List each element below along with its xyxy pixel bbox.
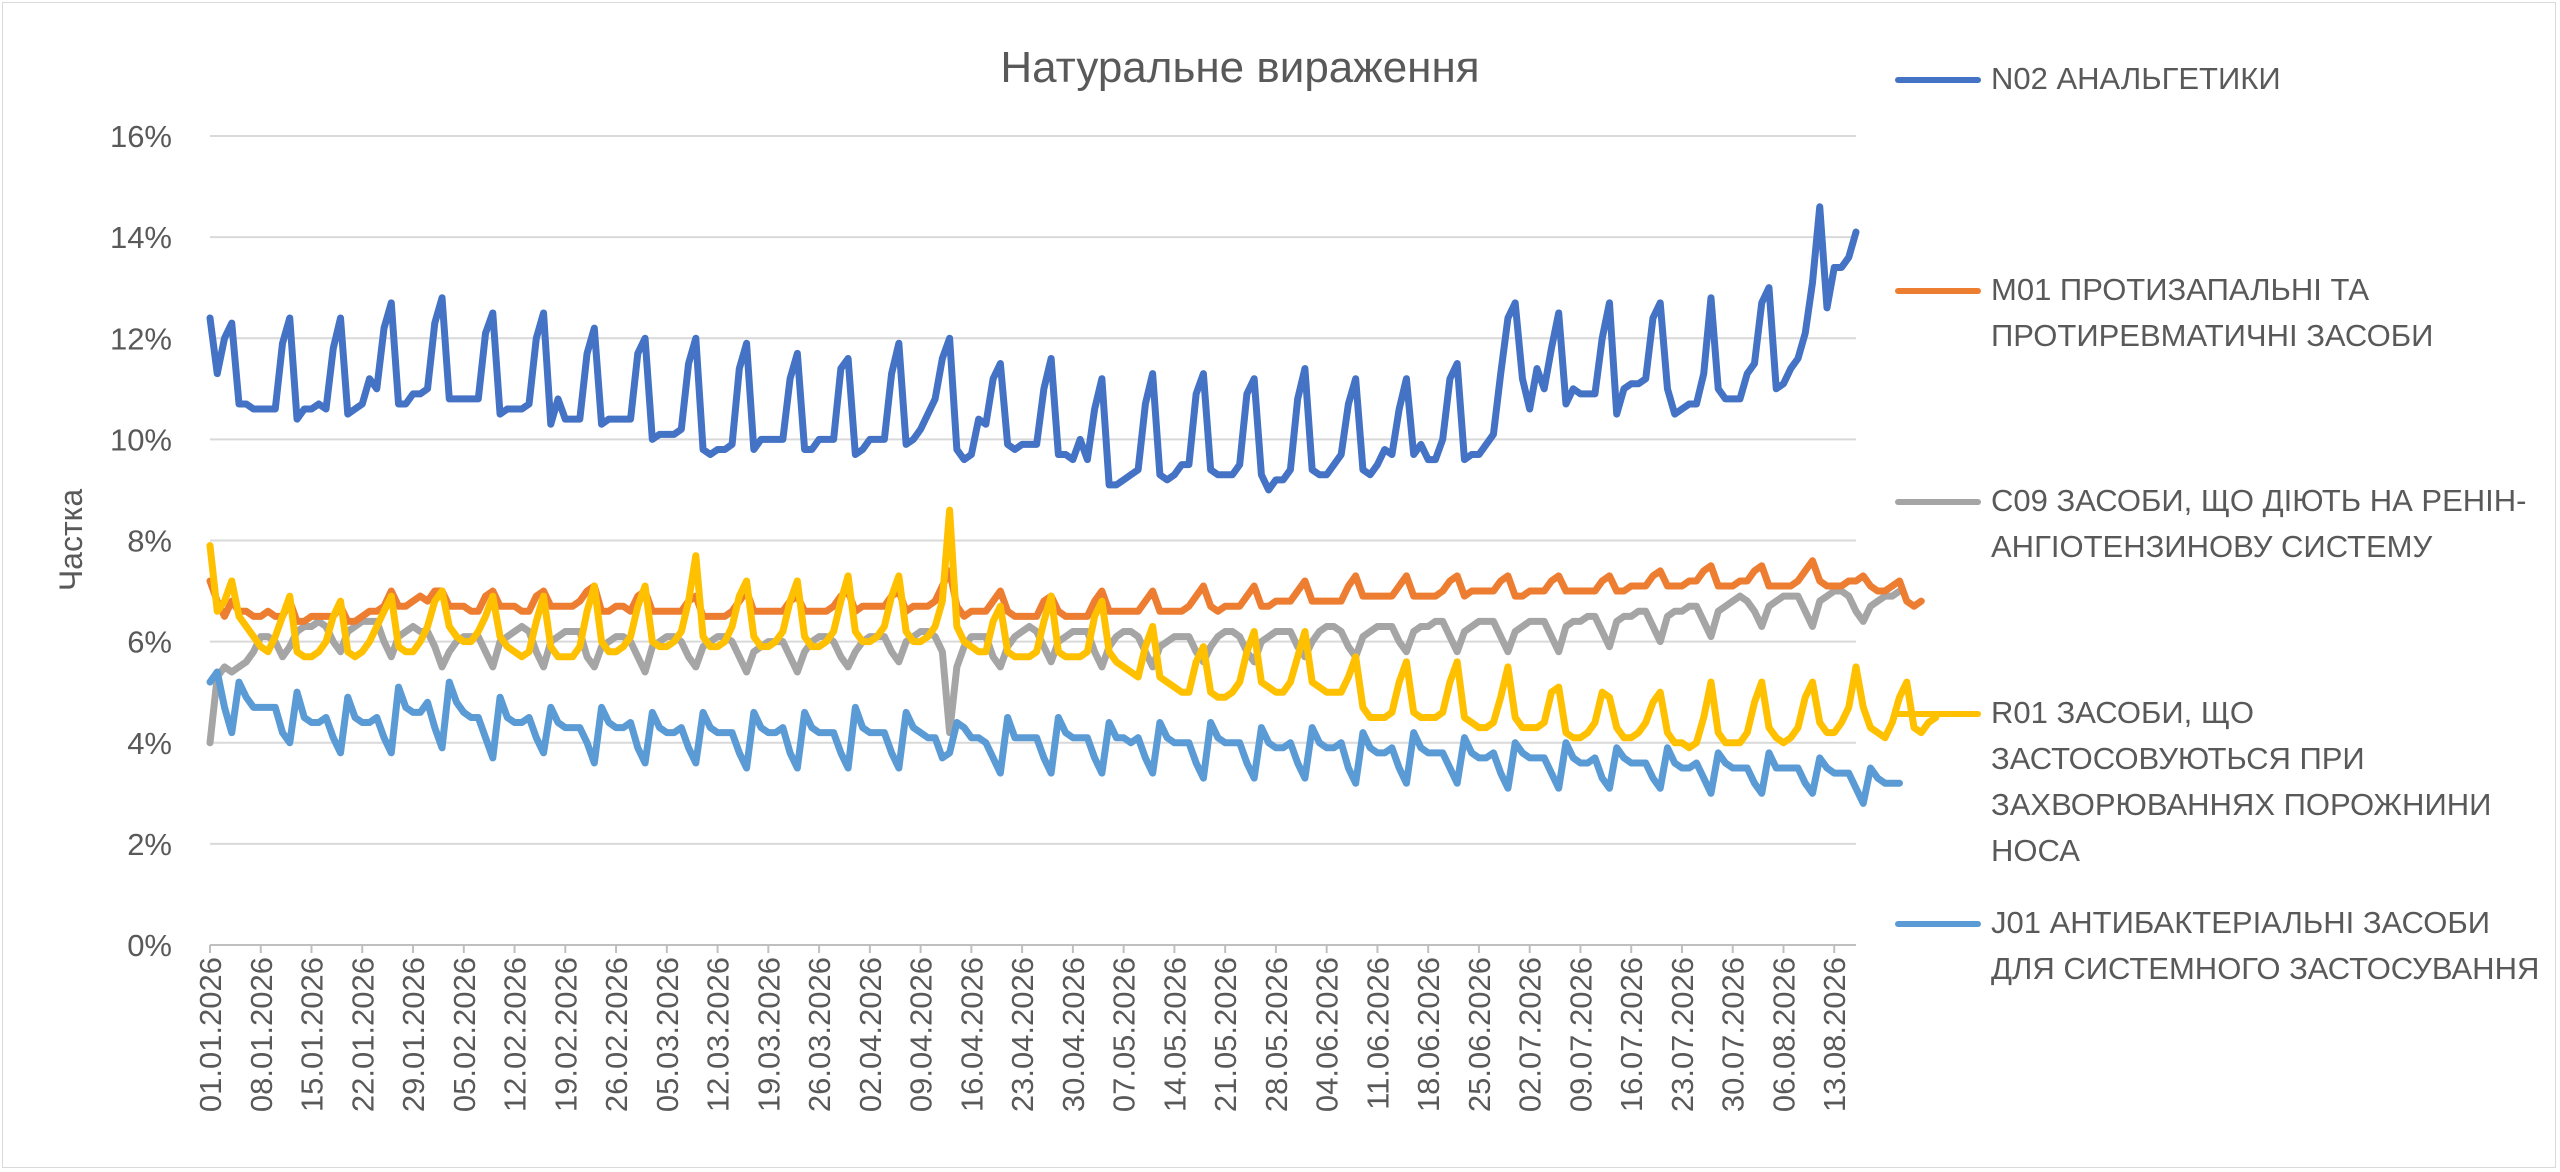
series-line-j01 xyxy=(206,668,1904,807)
x-tick-label: 19.03.2026 xyxy=(751,957,786,1112)
x-tick-label: 16.07.2026 xyxy=(1614,957,1649,1112)
x-tick-label: 02.07.2026 xyxy=(1513,957,1548,1112)
x-tick-label: 09.07.2026 xyxy=(1563,957,1598,1112)
x-tick-label: 21.05.2026 xyxy=(1208,957,1243,1112)
y-tick-label: 16% xyxy=(110,119,172,154)
y-axis-ticks: 0% 2% 4% 6% 8% 10% 12% 14% 16% xyxy=(110,119,172,963)
y-tick-label: 2% xyxy=(127,827,172,862)
y-tick-label: 4% xyxy=(127,726,172,761)
x-tick-label: 12.02.2026 xyxy=(498,957,533,1112)
series-line-r01 xyxy=(206,506,1940,752)
legend-item-r01[interactable]: R01 ЗАСОБИ, ЩО ЗАСТОСОВУЮТЬСЯ ПРИ ЗАХВОР… xyxy=(1895,690,2551,874)
x-tick-label: 19.02.2026 xyxy=(548,957,583,1112)
x-tick-label: 04.06.2026 xyxy=(1310,957,1345,1112)
x-tick-label: 26.03.2026 xyxy=(802,957,837,1112)
series-lines xyxy=(206,203,1940,807)
y-tick-label: 6% xyxy=(127,625,172,660)
x-tick-label: 30.07.2026 xyxy=(1716,957,1751,1112)
x-tick-label: 08.01.2026 xyxy=(244,957,279,1112)
x-tick-label: 09.04.2026 xyxy=(904,957,939,1112)
chart-title: Натуральне вираження xyxy=(1000,43,1479,92)
x-tick-label: 22.01.2026 xyxy=(345,957,380,1112)
series-line-c09 xyxy=(206,587,1904,747)
legend-item-n02[interactable]: N02 АНАЛЬГЕТИКИ xyxy=(1895,56,2551,102)
gridlines xyxy=(210,135,1856,946)
x-tick-label: 28.05.2026 xyxy=(1259,957,1294,1112)
y-tick-label: 12% xyxy=(110,321,172,356)
series-line-m01 xyxy=(206,557,1925,625)
x-tick-label: 18.06.2026 xyxy=(1411,957,1446,1112)
y-tick-label: 8% xyxy=(127,524,172,559)
x-axis-ticks: 01.01.2026 08.01.2026 15.01.2026 22.01.2026… xyxy=(193,945,1852,1112)
y-tick-label: 10% xyxy=(110,422,172,457)
legend-item-c09[interactable]: C09 ЗАСОБИ, ЩО ДІЮТЬ НА РЕНІН-АНГІОТЕНЗИ… xyxy=(1895,478,2551,570)
x-tick-label: 05.03.2026 xyxy=(650,957,685,1112)
legend-label-m01: M01 ПРОТИЗАПАЛЬНІ ТА ПРОТИРЕВМАТИЧНІ ЗАС… xyxy=(1991,272,2434,353)
x-tick-label: 07.05.2026 xyxy=(1107,957,1142,1112)
y-axis-label: Частка xyxy=(53,489,89,591)
x-tick-label: 16.04.2026 xyxy=(954,957,989,1112)
legend-label-n02: N02 АНАЛЬГЕТИКИ xyxy=(1991,61,2281,96)
legend-label-c09: C09 ЗАСОБИ, ЩО ДІЮТЬ НА РЕНІН-АНГІОТЕНЗИ… xyxy=(1991,483,2527,564)
x-tick-label: 05.02.2026 xyxy=(447,957,482,1112)
x-tick-label: 30.04.2026 xyxy=(1056,957,1091,1112)
legend-swatch-m01 xyxy=(1895,288,1981,294)
x-tick-label: 25.06.2026 xyxy=(1462,957,1497,1112)
x-tick-label: 15.01.2026 xyxy=(295,957,330,1112)
x-tick-label: 14.05.2026 xyxy=(1157,957,1192,1112)
legend-swatch-n02 xyxy=(1895,77,1981,83)
series-line-n02 xyxy=(206,203,1860,494)
x-tick-label: 26.02.2026 xyxy=(599,957,634,1112)
x-tick-label: 23.04.2026 xyxy=(1005,957,1040,1112)
legend-label-r01: R01 ЗАСОБИ, ЩО ЗАСТОСОВУЮТЬСЯ ПРИ ЗАХВОР… xyxy=(1991,695,2492,868)
y-tick-label: 0% xyxy=(127,928,172,963)
x-tick-label: 02.04.2026 xyxy=(853,957,888,1112)
x-tick-label: 11.06.2026 xyxy=(1360,957,1395,1110)
legend-swatch-r01 xyxy=(1895,711,1981,717)
legend-swatch-j01 xyxy=(1895,921,1981,927)
x-tick-label: 23.07.2026 xyxy=(1665,957,1700,1112)
x-tick-label: 12.03.2026 xyxy=(701,957,736,1112)
legend-swatch-c09 xyxy=(1895,499,1981,505)
legend-label-j01: J01 АНТИБАКТЕРІАЛЬНІ ЗАСОБИ ДЛЯ СИСТЕМНО… xyxy=(1991,905,2540,986)
x-tick-label: 06.08.2026 xyxy=(1766,957,1801,1112)
x-tick-label: 13.08.2026 xyxy=(1817,957,1852,1112)
legend-item-j01[interactable]: J01 АНТИБАКТЕРІАЛЬНІ ЗАСОБИ ДЛЯ СИСТЕМНО… xyxy=(1895,900,2551,992)
x-tick-label: 01.01.2026 xyxy=(193,957,228,1112)
y-tick-label: 14% xyxy=(110,220,172,255)
legend-item-m01[interactable]: M01 ПРОТИЗАПАЛЬНІ ТА ПРОТИРЕВМАТИЧНІ ЗАС… xyxy=(1895,267,2551,359)
x-tick-label: 29.01.2026 xyxy=(396,957,431,1112)
